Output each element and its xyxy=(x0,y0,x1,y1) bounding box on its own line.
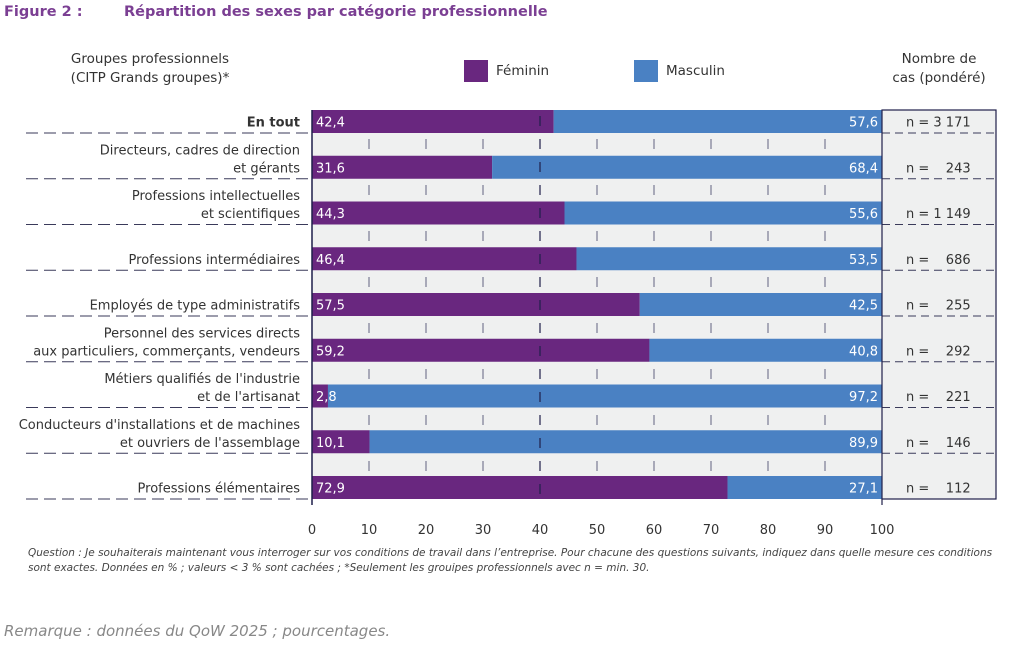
x-tick-label: 60 xyxy=(646,523,663,538)
n-column-background xyxy=(882,110,996,499)
bar-feminin xyxy=(312,476,728,499)
n-column-border xyxy=(881,109,997,500)
cases-column-header: Nombre de cas (pondéré) xyxy=(880,50,998,88)
groups-header-line1: Groupes professionnels xyxy=(70,51,230,67)
data-label-masculin: 55,6 xyxy=(849,207,878,222)
bar-masculin xyxy=(492,155,882,179)
x-tick-label: 50 xyxy=(589,523,606,538)
n-cases-label: n = 255 xyxy=(906,299,971,314)
data-label-feminin: 72,9 xyxy=(316,482,345,497)
category-label: Professions intermédiaires xyxy=(129,253,301,268)
x-tick-label: 90 xyxy=(817,523,834,538)
category-label: Métiers qualifiés de l'industrie xyxy=(104,372,300,387)
category-label: Directeurs, cadres de direction xyxy=(100,143,300,158)
legend-item-feminin: Féminin xyxy=(464,60,549,82)
figure-number: Figure 2 : xyxy=(4,4,83,20)
x-tick-label: 70 xyxy=(703,523,720,538)
data-label-masculin: 42,5 xyxy=(849,299,878,314)
n-cases-label: n = 243 xyxy=(906,161,971,176)
category-label: Conducteurs d'installations et de machin… xyxy=(19,418,300,433)
data-label-feminin: 57,5 xyxy=(316,299,345,314)
legend-swatch-feminin xyxy=(464,60,488,82)
category-label: Employés de type administratifs xyxy=(90,299,301,314)
bar-masculin xyxy=(564,201,882,225)
remark-note: Remarque : données du QoW 2025 ; pourcen… xyxy=(4,622,391,640)
cases-header-line2: cas (pondéré) xyxy=(892,70,986,86)
bar-feminin xyxy=(312,247,577,271)
bar-masculin xyxy=(727,476,882,499)
n-cases-label: n = 3 171 xyxy=(906,116,971,131)
bar-feminin xyxy=(312,430,370,454)
bar-masculin xyxy=(327,384,883,408)
data-label-feminin: 46,4 xyxy=(316,253,345,268)
bar-feminin xyxy=(312,293,640,316)
data-label-masculin: 53,5 xyxy=(849,253,878,268)
groups-column-header: Groupes professionnels (CITP Grands grou… xyxy=(40,50,260,88)
category-label: et gérants xyxy=(233,161,300,176)
bar-masculin xyxy=(369,430,882,454)
data-label-feminin: 2,8 xyxy=(316,390,337,405)
n-cases-label: n = 112 xyxy=(906,482,971,497)
figure-title: Figure 2 : Répartition des sexes par caté… xyxy=(4,4,548,20)
bar-feminin xyxy=(312,110,554,133)
bar-masculin xyxy=(639,293,882,316)
data-label-feminin: 59,2 xyxy=(316,344,345,359)
data-label-feminin: 10,1 xyxy=(316,436,345,451)
cases-header-line1: Nombre de xyxy=(901,51,977,67)
data-label-masculin: 68,4 xyxy=(849,161,878,176)
bar-masculin xyxy=(576,247,882,271)
data-label-masculin: 97,2 xyxy=(849,390,878,405)
category-label: et ouvriers de l'assemblage xyxy=(120,436,300,451)
x-tick-label: 80 xyxy=(760,523,777,538)
n-cases-label: n = 146 xyxy=(906,436,971,451)
data-label-feminin: 44,3 xyxy=(316,207,345,222)
x-tick-label: 20 xyxy=(418,523,435,538)
n-cases-label: n = 221 xyxy=(906,390,971,405)
x-tick-label: 100 xyxy=(870,523,895,538)
figure-title-text: Répartition des sexes par catégorie prof… xyxy=(124,4,548,20)
bar-masculin xyxy=(649,338,882,362)
n-cases-label: n = 1 149 xyxy=(906,207,971,222)
x-tick-label: 30 xyxy=(475,523,492,538)
category-label: et scientifiques xyxy=(201,207,300,222)
n-cases-label: n = 686 xyxy=(906,253,971,268)
data-label-masculin: 57,6 xyxy=(849,116,878,131)
legend-label-feminin: Féminin xyxy=(496,63,550,79)
category-label: Personnel des services directs xyxy=(104,326,300,341)
bar-feminin xyxy=(312,155,493,179)
data-label-feminin: 31,6 xyxy=(316,161,345,176)
n-cases-label: n = 292 xyxy=(906,344,971,359)
data-label-feminin: 42,4 xyxy=(316,116,345,131)
x-tick-label: 40 xyxy=(532,523,549,538)
bar-feminin xyxy=(312,384,328,408)
bar-masculin xyxy=(553,110,882,133)
category-label: aux particuliers, commerçants, vendeurs xyxy=(33,344,300,359)
legend-label-masculin: Masculin xyxy=(666,63,725,79)
legend-swatch-masculin xyxy=(634,60,658,82)
data-label-masculin: 27,1 xyxy=(849,482,878,497)
groups-header-line2: (CITP Grands groupes)* xyxy=(70,70,230,86)
data-label-masculin: 89,9 xyxy=(849,436,878,451)
bar-feminin xyxy=(312,338,650,362)
category-label: En tout xyxy=(247,116,300,131)
legend-item-masculin: Masculin xyxy=(634,60,725,82)
x-tick-label: 10 xyxy=(361,523,378,538)
x-tick-label: 0 xyxy=(308,523,316,538)
category-label: et de l'artisanat xyxy=(197,390,300,405)
data-label-masculin: 40,8 xyxy=(849,344,878,359)
bar-feminin xyxy=(312,201,565,225)
category-label: Professions intellectuelles xyxy=(132,189,300,204)
category-label: Professions élémentaires xyxy=(138,482,301,497)
question-note: Question : Je souhaiterais maintenant vo… xyxy=(28,547,993,574)
